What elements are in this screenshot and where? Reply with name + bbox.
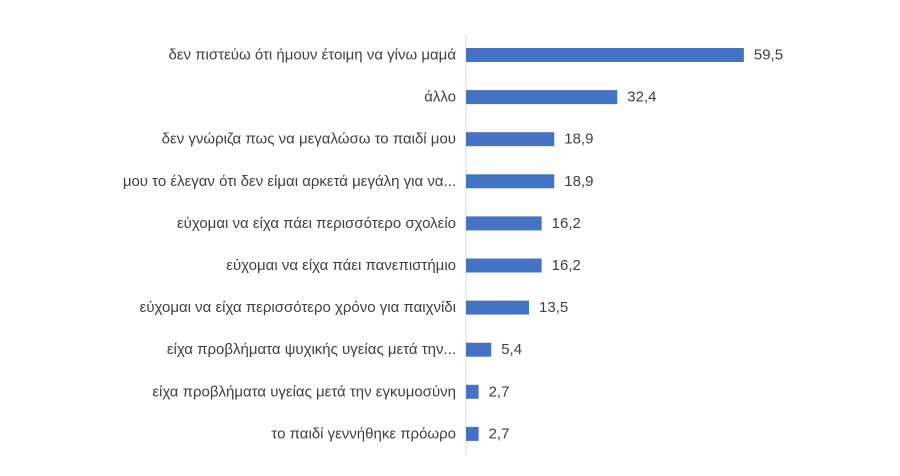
- data-label: 5,4: [501, 341, 522, 358]
- category-labels-layer: δεν πιστεύω ότι ήμουν έτοιμη να γίνω μαμ…: [123, 47, 457, 443]
- bar: [466, 90, 618, 105]
- bar: [466, 258, 542, 273]
- category-label: εύχομαι να είχα πάει περισσότερο σχολείο: [177, 215, 456, 232]
- category-label: άλλο: [424, 89, 456, 106]
- value-labels-layer: 59,5 32,4 18,9 18,9 16,2 16,2 13,5 5,4 2,7 2,7: [489, 47, 783, 443]
- category-label: μου το έλεγαν ότι δεν είμαι αρκετά μεγάλ…: [123, 173, 456, 190]
- bar: [466, 342, 492, 357]
- data-label: 18,9: [564, 131, 593, 148]
- data-label: 2,7: [489, 383, 510, 400]
- data-label: 16,2: [552, 257, 581, 274]
- bar: [466, 300, 530, 315]
- category-label: είχα προβλήματα υγείας μετά την εγκυμοσύ…: [152, 383, 456, 400]
- category-label: εύχομαι να είχα περισσότερο χρόνο για πα…: [140, 299, 456, 316]
- bar: [466, 132, 555, 147]
- bar: [466, 174, 555, 189]
- bars-layer: [466, 48, 744, 441]
- category-label: δεν πιστεύω ότι ήμουν έτοιμη να γίνω μαμ…: [169, 47, 457, 64]
- category-label: είχα προβλήματα ψυχικής υγείας μετά την.…: [167, 341, 456, 358]
- category-label: εύχομαι να είχα πάει πανεπιστήμιο: [226, 257, 456, 274]
- data-label: 32,4: [627, 89, 656, 106]
- data-label: 18,9: [564, 173, 593, 190]
- bar: [466, 426, 479, 441]
- data-label: 2,7: [489, 425, 510, 442]
- category-label: δεν γνώριζα πως να μεγαλώσω το παιδί μου: [162, 131, 456, 148]
- data-label: 13,5: [539, 299, 568, 316]
- category-label: το παιδί γεννήθηκε πρόωρο: [271, 425, 456, 442]
- bar: [466, 216, 542, 231]
- data-label: 16,2: [552, 215, 581, 232]
- bar: [466, 384, 479, 399]
- data-label: 59,5: [754, 47, 783, 64]
- bar: [466, 48, 744, 62]
